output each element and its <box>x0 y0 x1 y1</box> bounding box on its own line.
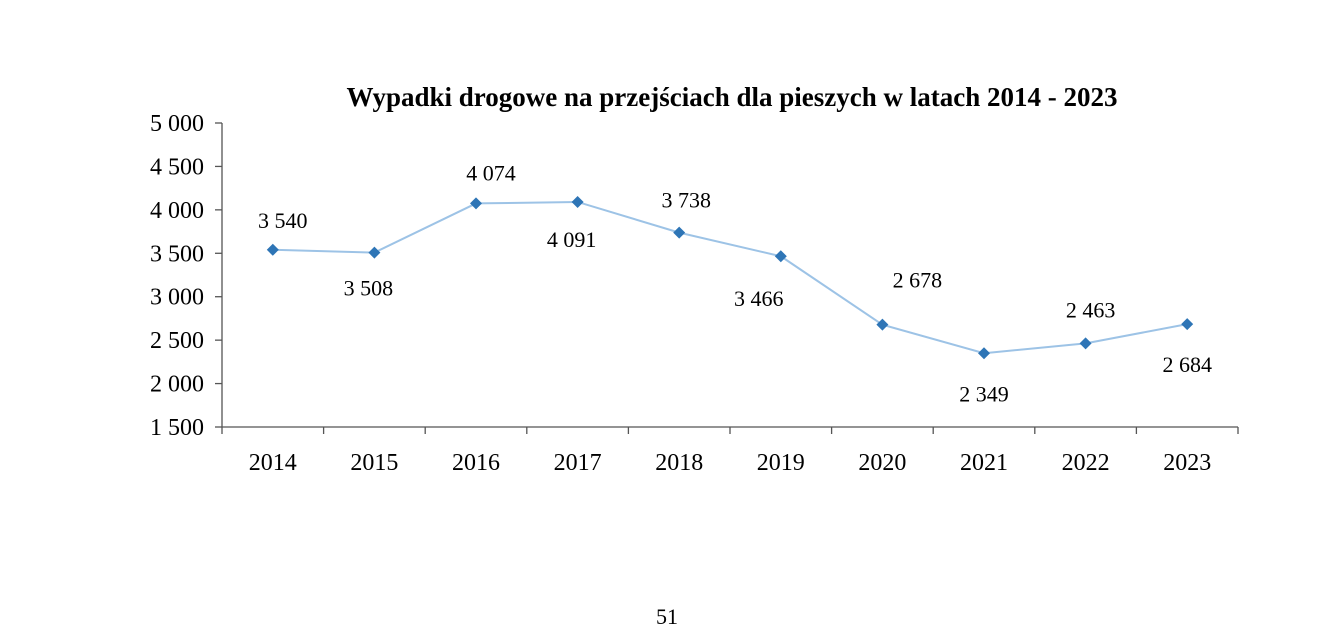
x-tick-label: 2017 <box>554 450 602 476</box>
y-tick-label: 3 500 <box>150 241 204 267</box>
x-tick-label: 2020 <box>858 450 906 476</box>
data-label: 3 466 <box>734 286 784 311</box>
data-label: 4 091 <box>547 227 597 252</box>
y-tick-label: 4 500 <box>150 154 204 180</box>
data-label: 4 074 <box>466 160 516 185</box>
data-point-marker <box>266 243 279 256</box>
data-point-marker <box>1181 318 1194 331</box>
y-tick-label: 1 500 <box>150 415 204 441</box>
x-tick-label: 2023 <box>1163 450 1211 476</box>
data-label: 2 684 <box>1162 352 1212 377</box>
data-label: 3 738 <box>661 188 711 213</box>
y-tick-label: 2 500 <box>150 328 204 354</box>
data-label: 3 540 <box>258 208 308 233</box>
x-tick-label: 2014 <box>249 450 297 476</box>
data-point-marker <box>978 347 990 360</box>
data-point-marker <box>470 197 482 210</box>
chart-title: Wypadki drogowe na przejściach dla piesz… <box>346 82 1117 112</box>
series-line <box>272 200 1188 355</box>
data-point-marker <box>774 250 787 263</box>
data-label: 2 678 <box>893 268 943 293</box>
x-tick-label: 2018 <box>655 450 703 476</box>
x-tick-label: 2021 <box>960 450 1008 476</box>
x-tick-label: 2022 <box>1062 450 1110 476</box>
data-label: 2 463 <box>1066 297 1116 322</box>
data-point-marker <box>876 318 889 331</box>
x-tick-label: 2016 <box>452 450 500 476</box>
data-point-marker <box>368 246 381 259</box>
data-label: 2 349 <box>959 381 1009 406</box>
data-label: 3 508 <box>344 276 394 301</box>
data-point-marker <box>571 195 584 208</box>
y-tick-label: 5 000 <box>150 111 204 137</box>
y-tick-label: 4 000 <box>150 198 204 224</box>
data-point-marker <box>673 226 686 239</box>
y-tick-label: 3 000 <box>150 285 204 311</box>
data-point-marker <box>1079 337 1092 350</box>
page-number: 51 <box>656 604 678 626</box>
x-tick-label: 2015 <box>350 450 398 476</box>
x-tick-label: 2019 <box>757 450 805 476</box>
y-tick-label: 2 000 <box>150 372 204 398</box>
